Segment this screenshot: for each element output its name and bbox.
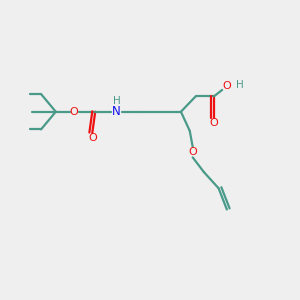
Text: N: N xyxy=(112,105,121,118)
Text: H: H xyxy=(236,80,243,90)
Text: H: H xyxy=(112,95,120,106)
Text: O: O xyxy=(209,118,218,128)
Text: O: O xyxy=(188,147,197,157)
Text: O: O xyxy=(223,81,232,91)
Text: O: O xyxy=(70,107,78,117)
Text: O: O xyxy=(88,133,97,143)
